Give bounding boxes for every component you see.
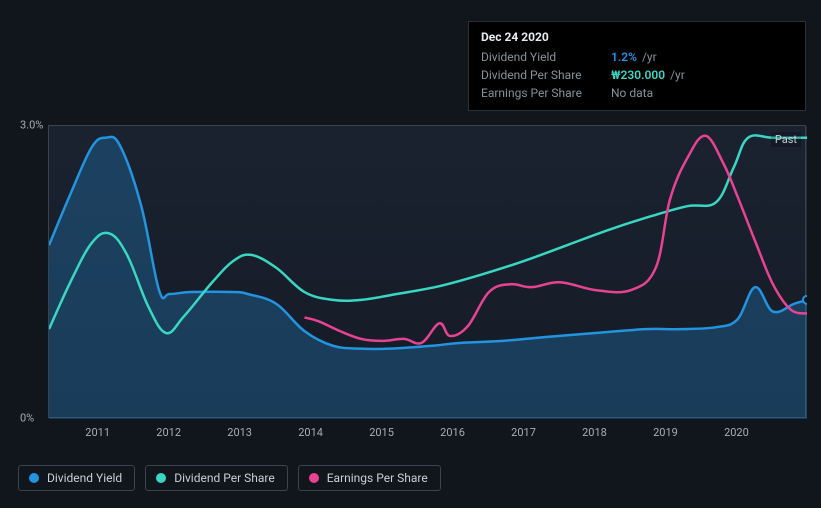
legend-swatch — [29, 473, 39, 483]
legend-label: Dividend Yield — [47, 471, 122, 485]
legend-item[interactable]: Earnings Per Share — [298, 465, 441, 491]
x-tick-label: 2011 — [85, 426, 110, 439]
tooltip-date: Dec 24 2020 — [481, 30, 793, 44]
x-tick-label: 2013 — [227, 426, 252, 439]
x-tick-label: 2014 — [298, 426, 323, 439]
y-tick-label: 0% — [20, 412, 34, 425]
x-tick-label: 2017 — [511, 426, 536, 439]
tooltip-rows: Dividend Yield1.2% /yrDividend Per Share… — [481, 48, 793, 102]
tooltip-label: Dividend Per Share — [481, 68, 611, 82]
x-tick-label: 2015 — [369, 426, 394, 439]
legend-label: Earnings Per Share — [327, 471, 428, 485]
legend-label: Dividend Per Share — [174, 471, 275, 485]
x-tick-label: 2020 — [724, 426, 749, 439]
past-label: Past — [771, 132, 801, 147]
tooltip-row: Dividend Per Share₩230.000 /yr — [481, 66, 793, 84]
tooltip-value: 1.2% /yr — [611, 50, 657, 64]
chart-svg — [49, 126, 807, 419]
tooltip-row: Dividend Yield1.2% /yr — [481, 48, 793, 66]
x-tick-label: 2016 — [440, 426, 465, 439]
chart-tooltip: Dec 24 2020 Dividend Yield1.2% /yrDivide… — [468, 21, 806, 111]
legend-item[interactable]: Dividend Yield — [18, 465, 135, 491]
series-area — [49, 137, 807, 419]
x-tick-label: 2019 — [653, 426, 678, 439]
tooltip-row: Earnings Per ShareNo data — [481, 84, 793, 102]
tooltip-value: No data — [611, 86, 653, 100]
y-tick-label: 3.0% — [20, 119, 43, 132]
x-tick-label: 2018 — [582, 426, 607, 439]
series-line — [305, 136, 807, 344]
tooltip-label: Dividend Yield — [481, 50, 611, 64]
x-tick-label: 2012 — [156, 426, 181, 439]
legend-swatch — [309, 473, 319, 483]
tooltip-label: Earnings Per Share — [481, 86, 611, 100]
legend-swatch — [156, 473, 166, 483]
chart-plot-area: Past — [48, 125, 806, 418]
legend: Dividend Yield Dividend Per Share Earnings… — [18, 465, 441, 491]
series-marker — [803, 296, 807, 304]
tooltip-value: ₩230.000 /yr — [611, 68, 685, 82]
legend-item[interactable]: Dividend Per Share — [145, 465, 288, 491]
